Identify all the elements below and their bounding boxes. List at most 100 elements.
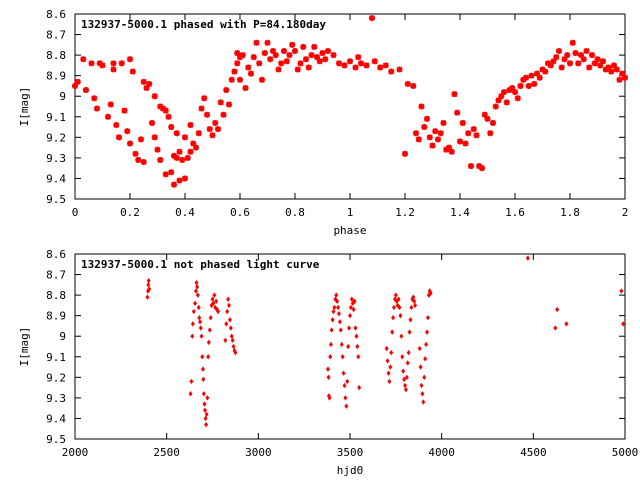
x-tick-label: 0.6 — [230, 206, 250, 219]
data-point — [512, 89, 518, 96]
data-point — [72, 82, 78, 89]
chart-title: 132937-5000.1 not phased light curve — [81, 258, 320, 271]
y-tick-labels: 8.6 8.7 8.8 8.9 9 9.1 9.2 9.3 9.4 9.5 — [46, 8, 66, 206]
data-point — [613, 66, 620, 73]
y-tick-label: 9.4 — [46, 412, 66, 425]
data-point — [415, 136, 422, 143]
data-point — [407, 329, 412, 335]
data-point — [196, 304, 201, 311]
y-tick-label: 9.1 — [46, 351, 66, 364]
data-point — [420, 391, 425, 397]
data-point — [245, 64, 252, 71]
data-point — [424, 341, 429, 348]
data-point — [226, 296, 231, 302]
data-point — [432, 128, 439, 135]
data-point — [339, 341, 344, 348]
data-point — [223, 87, 230, 94]
y-tick-label: 9.2 — [46, 371, 66, 384]
data-point — [151, 93, 158, 100]
data-point — [233, 349, 238, 356]
data-point — [403, 382, 407, 389]
data-point — [206, 126, 213, 133]
data-point — [283, 58, 290, 65]
data-point — [176, 148, 183, 155]
data-point — [207, 327, 212, 333]
data-point — [509, 85, 516, 91]
data-point — [212, 292, 217, 298]
data-point — [162, 107, 169, 114]
data-point — [143, 85, 150, 91]
data-point — [325, 48, 331, 54]
data-point — [331, 308, 336, 315]
y-axis-label: I[mag] — [18, 327, 31, 367]
data-point — [197, 315, 202, 321]
data-point — [462, 140, 469, 147]
x-tick-label: 3000 — [245, 446, 272, 459]
data-point — [405, 360, 410, 366]
data-point — [278, 60, 285, 67]
data-point — [214, 298, 219, 304]
data-point — [187, 122, 194, 128]
data-point — [190, 321, 195, 327]
data-point — [202, 401, 207, 407]
data-point — [388, 68, 395, 75]
y-tick-label: 9.2 — [46, 131, 66, 144]
data-point — [451, 91, 458, 98]
data-point — [234, 60, 241, 67]
data-point — [230, 337, 235, 344]
data-point — [356, 354, 361, 360]
data-point — [227, 317, 232, 323]
data-point — [250, 54, 257, 61]
data-point — [322, 56, 329, 63]
data-point — [594, 56, 601, 63]
data-point — [225, 308, 230, 315]
data-point — [151, 134, 158, 141]
data-point — [523, 74, 529, 81]
data-point — [330, 52, 337, 59]
data-point — [326, 366, 330, 372]
data-point — [384, 345, 389, 352]
x-tick-label: 0.2 — [120, 206, 140, 219]
data-point — [481, 111, 488, 118]
data-point — [340, 354, 345, 360]
data-point — [99, 62, 106, 69]
data-point — [421, 399, 426, 405]
data-point — [351, 306, 356, 313]
data-point — [182, 175, 188, 182]
data-point — [96, 60, 103, 67]
data-point — [337, 310, 341, 317]
data-point — [479, 165, 485, 172]
data-point — [336, 60, 342, 67]
data-point — [124, 128, 131, 135]
data-point — [116, 134, 122, 141]
data-point — [220, 111, 227, 118]
data-point — [201, 95, 208, 102]
data-point — [332, 304, 337, 311]
x-tick-label: 2 — [622, 206, 629, 219]
data-point — [129, 68, 136, 75]
data-point — [387, 378, 392, 385]
data-point — [168, 124, 175, 131]
data-point — [428, 290, 433, 296]
data-point — [528, 72, 535, 79]
data-point — [517, 82, 524, 89]
data-point — [371, 58, 378, 65]
data-point — [341, 62, 348, 69]
data-point — [454, 109, 461, 116]
data-point — [205, 395, 210, 401]
data-point — [157, 103, 164, 110]
data-point — [536, 74, 543, 81]
x-tick-label: 3500 — [337, 446, 364, 459]
data-point — [308, 52, 315, 59]
y-tick-label: 9.4 — [46, 172, 66, 185]
data-point — [345, 378, 350, 385]
data-point — [418, 364, 423, 370]
data-point — [286, 52, 293, 59]
data-point — [443, 146, 450, 153]
data-point — [473, 132, 480, 139]
data-point — [203, 407, 207, 413]
data-point — [200, 354, 205, 360]
data-point — [392, 304, 396, 311]
data-point — [413, 130, 419, 137]
data-point — [410, 82, 417, 89]
